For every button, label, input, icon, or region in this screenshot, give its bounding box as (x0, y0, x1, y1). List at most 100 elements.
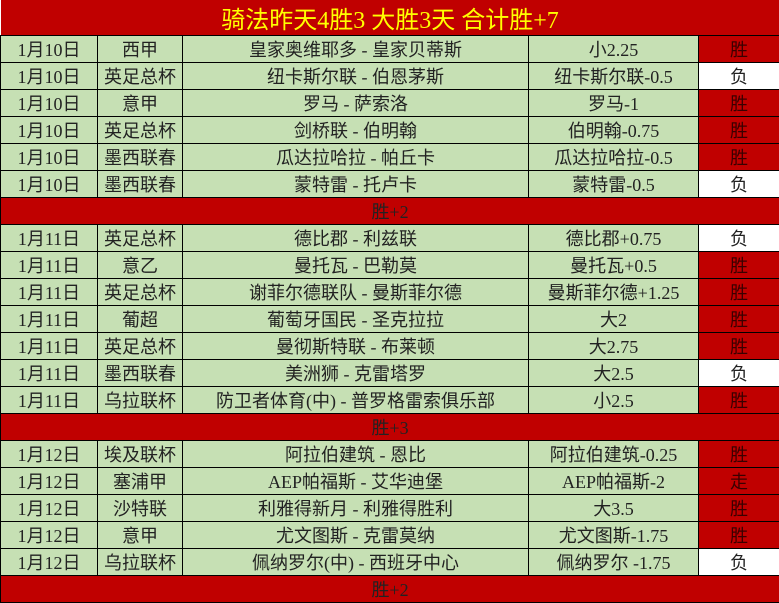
date-cell: 1月11日 (1, 360, 98, 387)
match-cell: 德比郡 - 利兹联 (183, 225, 529, 252)
league-cell: 乌拉联杯 (98, 387, 183, 414)
result-cell: 胜 (699, 117, 779, 144)
match-cell: 美洲狮 - 克雷塔罗 (183, 360, 529, 387)
result-cell: 胜 (699, 441, 779, 468)
summary-row: 胜+3 (1, 414, 779, 441)
result-cell: 胜 (699, 36, 779, 63)
pick-cell: 阿拉伯建筑-0.25 (529, 441, 699, 468)
league-cell: 英足总杯 (98, 225, 183, 252)
pick-cell: 德比郡+0.75 (529, 225, 699, 252)
result-cell: 负 (699, 63, 779, 90)
date-cell: 1月12日 (1, 468, 98, 495)
league-cell: 埃及联杯 (98, 441, 183, 468)
pick-cell: 大2 (529, 306, 699, 333)
date-cell: 1月11日 (1, 279, 98, 306)
pick-cell: 佩纳罗尔 -1.75 (529, 549, 699, 576)
match-cell: 瓜达拉哈拉 - 帕丘卡 (183, 144, 529, 171)
summary-row: 胜+2 (1, 198, 779, 225)
pick-cell: 伯明翰-0.75 (529, 117, 699, 144)
league-cell: 意乙 (98, 252, 183, 279)
league-cell: 意甲 (98, 90, 183, 117)
pick-cell: AEP帕福斯-2 (529, 468, 699, 495)
result-cell: 负 (699, 225, 779, 252)
pick-cell: 大3.5 (529, 495, 699, 522)
result-cell: 胜 (699, 306, 779, 333)
date-cell: 1月10日 (1, 63, 98, 90)
summary-row: 胜+2 (1, 576, 779, 603)
match-cell: 尤文图斯 - 克雷莫纳 (183, 522, 529, 549)
summary-cell: 胜+2 (1, 576, 779, 603)
result-cell: 负 (699, 360, 779, 387)
page-title: 骑法昨天4胜3 大胜3天 合计胜+7 (1, 0, 779, 36)
pick-cell: 尤文图斯-1.75 (529, 522, 699, 549)
match-cell: 葡萄牙国民 - 圣克拉拉 (183, 306, 529, 333)
league-cell: 葡超 (98, 306, 183, 333)
match-cell: 曼彻斯特联 - 布莱顿 (183, 333, 529, 360)
match-cell: 谢菲尔德联队 - 曼斯菲尔德 (183, 279, 529, 306)
league-cell: 英足总杯 (98, 333, 183, 360)
pick-cell: 曼托瓦+0.5 (529, 252, 699, 279)
result-cell: 负 (699, 549, 779, 576)
league-cell: 乌拉联杯 (98, 549, 183, 576)
league-cell: 墨西联春 (98, 171, 183, 198)
pick-cell: 大2.5 (529, 360, 699, 387)
date-cell: 1月11日 (1, 306, 98, 333)
league-cell: 沙特联 (98, 495, 183, 522)
match-cell: 利雅得新月 - 利雅得胜利 (183, 495, 529, 522)
match-cell: 剑桥联 - 伯明翰 (183, 117, 529, 144)
match-cell: 皇家奥维耶多 - 皇家贝蒂斯 (183, 36, 529, 63)
summary-cell: 胜+3 (1, 414, 779, 441)
match-cell: 曼托瓦 - 巴勒莫 (183, 252, 529, 279)
result-cell: 走 (699, 468, 779, 495)
date-cell: 1月12日 (1, 549, 98, 576)
date-cell: 1月12日 (1, 495, 98, 522)
result-cell: 胜 (699, 144, 779, 171)
result-cell: 胜 (699, 333, 779, 360)
date-cell: 1月10日 (1, 90, 98, 117)
match-cell: 阿拉伯建筑 - 恩比 (183, 441, 529, 468)
pick-cell: 瓜达拉哈拉-0.5 (529, 144, 699, 171)
result-cell: 胜 (699, 252, 779, 279)
match-cell: 蒙特雷 - 托卢卡 (183, 171, 529, 198)
date-cell: 1月10日 (1, 117, 98, 144)
match-cell: 罗马 - 萨索洛 (183, 90, 529, 117)
league-cell: 墨西联春 (98, 144, 183, 171)
pick-cell: 蒙特雷-0.5 (529, 171, 699, 198)
result-cell: 负 (699, 171, 779, 198)
pick-cell: 罗马-1 (529, 90, 699, 117)
date-cell: 1月11日 (1, 225, 98, 252)
result-cell: 胜 (699, 279, 779, 306)
match-cell: 防卫者体育(中) - 普罗格雷索俱乐部 (183, 387, 529, 414)
title-row: 骑法昨天4胜3 大胜3天 合计胜+7 (1, 0, 779, 36)
pick-cell: 大2.75 (529, 333, 699, 360)
result-cell: 胜 (699, 387, 779, 414)
league-cell: 塞浦甲 (98, 468, 183, 495)
league-cell: 西甲 (98, 36, 183, 63)
date-cell: 1月11日 (1, 387, 98, 414)
date-cell: 1月11日 (1, 252, 98, 279)
league-cell: 墨西联春 (98, 360, 183, 387)
match-cell: 纽卡斯尔联 - 伯恩茅斯 (183, 63, 529, 90)
pick-cell: 小2.5 (529, 387, 699, 414)
date-cell: 1月12日 (1, 522, 98, 549)
league-cell: 英足总杯 (98, 279, 183, 306)
league-cell: 英足总杯 (98, 117, 183, 144)
league-cell: 英足总杯 (98, 63, 183, 90)
pick-cell: 纽卡斯尔联-0.5 (529, 63, 699, 90)
pick-cell: 曼斯菲尔德+1.25 (529, 279, 699, 306)
date-cell: 1月12日 (1, 441, 98, 468)
date-cell: 1月11日 (1, 333, 98, 360)
